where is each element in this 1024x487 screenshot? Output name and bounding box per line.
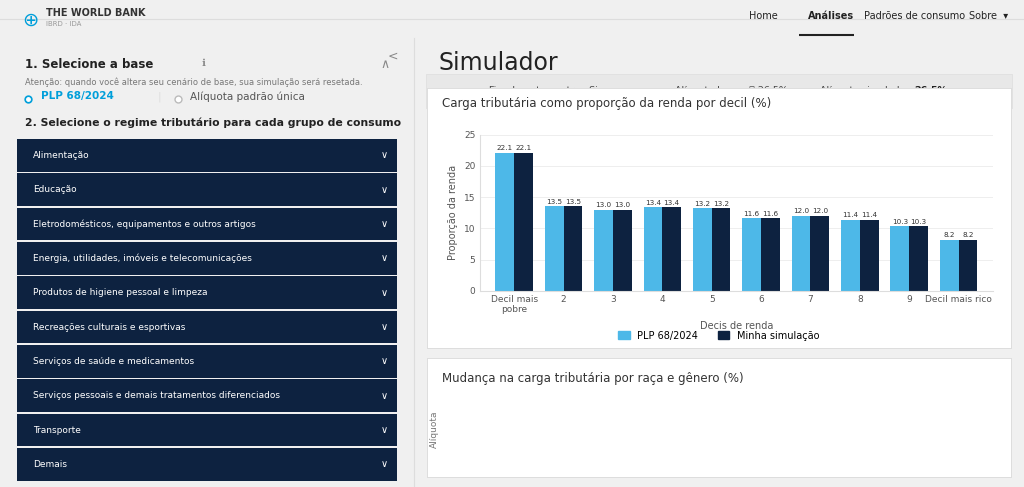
Text: ∨: ∨	[381, 459, 388, 469]
Text: ℹ: ℹ	[199, 58, 206, 68]
Text: ∨: ∨	[381, 356, 388, 366]
Text: THE WORLD BANK: THE WORLD BANK	[46, 8, 145, 19]
Text: Alíquota: Alíquota	[430, 411, 439, 449]
Bar	[16, 414, 397, 447]
Bar	[712, 208, 730, 291]
Text: IBRD · IDA: IBRD · IDA	[46, 20, 82, 26]
Text: ∨: ∨	[381, 185, 388, 195]
Bar	[16, 208, 397, 240]
Bar	[958, 240, 977, 291]
Text: Serviços de saúde e medicamentos: Serviços de saúde e medicamentos	[33, 357, 195, 366]
Text: Produtos de higiene pessoal e limpeza: Produtos de higiene pessoal e limpeza	[33, 288, 208, 297]
Text: 2. Selecione o regime tributário para cada grupo de consumo: 2. Selecione o regime tributário para ca…	[25, 118, 401, 129]
Bar	[841, 220, 860, 291]
Text: Serviços pessoais e demais tratamentos diferenciados: Serviços pessoais e demais tratamentos d…	[33, 391, 281, 400]
Bar	[792, 216, 810, 291]
Text: ∨: ∨	[381, 322, 388, 332]
Text: 13.4: 13.4	[645, 200, 660, 206]
Text: |: |	[158, 91, 161, 102]
Text: Eletrodomésticos, equipamentos e outros artigos: Eletrodomésticos, equipamentos e outros …	[33, 219, 256, 229]
Text: <: <	[388, 49, 398, 62]
Bar	[594, 209, 613, 291]
Bar	[891, 226, 909, 291]
Bar	[16, 139, 397, 171]
X-axis label: Decis de renda: Decis de renda	[699, 321, 773, 331]
Text: Recreações culturais e esportivas: Recreações culturais e esportivas	[33, 322, 185, 332]
Text: Alimentação: Alimentação	[33, 151, 90, 160]
Bar	[693, 208, 712, 291]
Text: 12.0: 12.0	[793, 208, 809, 214]
Text: Fiscalmente neutro:  Sim: Fiscalmente neutro: Sim	[489, 86, 607, 95]
Text: 13.0: 13.0	[596, 202, 611, 208]
Bar	[16, 277, 397, 309]
Text: 1. Selecione a base: 1. Selecione a base	[25, 58, 154, 71]
Text: 11.6: 11.6	[762, 211, 778, 217]
Text: 13.0: 13.0	[614, 202, 631, 208]
Text: 22.1: 22.1	[497, 145, 513, 151]
Text: 13.5: 13.5	[546, 199, 562, 205]
Bar	[16, 173, 397, 206]
Text: 13.2: 13.2	[694, 201, 711, 207]
Text: 26.5%: 26.5%	[914, 86, 947, 95]
Text: Alíquota simulada:: Alíquota simulada:	[819, 86, 914, 95]
Text: 11.6: 11.6	[743, 211, 760, 217]
Text: 11.4: 11.4	[843, 212, 858, 218]
Text: Simulador: Simulador	[438, 52, 558, 75]
Text: 12.0: 12.0	[812, 208, 827, 214]
Bar	[742, 218, 761, 291]
Bar	[563, 206, 583, 291]
Text: ⊕: ⊕	[23, 11, 39, 30]
Bar	[613, 209, 632, 291]
Text: Alíquota padrão única: Alíquota padrão única	[190, 91, 305, 102]
Y-axis label: Proporção da renda: Proporção da renda	[449, 165, 459, 260]
Text: Transporte: Transporte	[33, 426, 81, 434]
Text: Alíquota base:  ⓘ 26.5%: Alíquota base: ⓘ 26.5%	[675, 86, 787, 95]
Text: ∨: ∨	[381, 253, 388, 263]
Bar	[940, 240, 958, 291]
Bar	[810, 216, 829, 291]
Bar	[643, 207, 663, 291]
Text: ∨: ∨	[381, 219, 388, 229]
Text: 10.3: 10.3	[892, 219, 908, 225]
Bar	[16, 448, 397, 481]
Bar	[16, 242, 397, 275]
Text: 8.2: 8.2	[943, 232, 955, 238]
Bar	[514, 153, 532, 291]
Text: 8.2: 8.2	[963, 232, 974, 238]
Text: Análises: Análises	[808, 11, 855, 21]
Text: Padrões de consumo: Padrões de consumo	[864, 11, 965, 21]
Bar	[909, 226, 928, 291]
Text: Demais: Demais	[33, 460, 68, 469]
Text: 10.3: 10.3	[910, 219, 927, 225]
Text: ∨: ∨	[381, 391, 388, 401]
Text: ∧: ∧	[380, 58, 389, 71]
Bar	[16, 311, 397, 343]
Text: Atenção: quando você altera seu cenário de base, sua simulação será resetada.: Atenção: quando você altera seu cenário …	[25, 77, 362, 87]
Bar	[545, 206, 563, 291]
Text: 13.5: 13.5	[565, 199, 581, 205]
Text: ∨: ∨	[381, 150, 388, 160]
Bar	[860, 220, 879, 291]
Text: ∨: ∨	[381, 288, 388, 298]
Bar	[426, 74, 1012, 108]
Bar	[16, 345, 397, 377]
Text: 13.4: 13.4	[664, 200, 680, 206]
Text: Energia, utilidades, imóveis e telecomunicações: Energia, utilidades, imóveis e telecomun…	[33, 254, 252, 263]
Text: 13.2: 13.2	[713, 201, 729, 207]
Text: Carga tributária como proporção da renda por decil (%): Carga tributária como proporção da renda…	[441, 97, 771, 110]
Text: Sobre  ▾: Sobre ▾	[969, 11, 1008, 21]
Text: Home: Home	[749, 11, 777, 21]
Text: ∨: ∨	[381, 425, 388, 435]
Bar	[496, 153, 514, 291]
Text: 22.1: 22.1	[515, 145, 531, 151]
Bar	[663, 207, 681, 291]
Text: 11.4: 11.4	[861, 212, 878, 218]
Bar	[761, 218, 780, 291]
Text: PLP 68/2024: PLP 68/2024	[41, 92, 115, 101]
Legend: PLP 68/2024, Minha simulação: PLP 68/2024, Minha simulação	[618, 331, 819, 341]
Bar	[16, 379, 397, 412]
Text: Educação: Educação	[33, 185, 77, 194]
Text: Mudança na carga tributária por raça e gênero (%): Mudança na carga tributária por raça e g…	[441, 372, 743, 385]
